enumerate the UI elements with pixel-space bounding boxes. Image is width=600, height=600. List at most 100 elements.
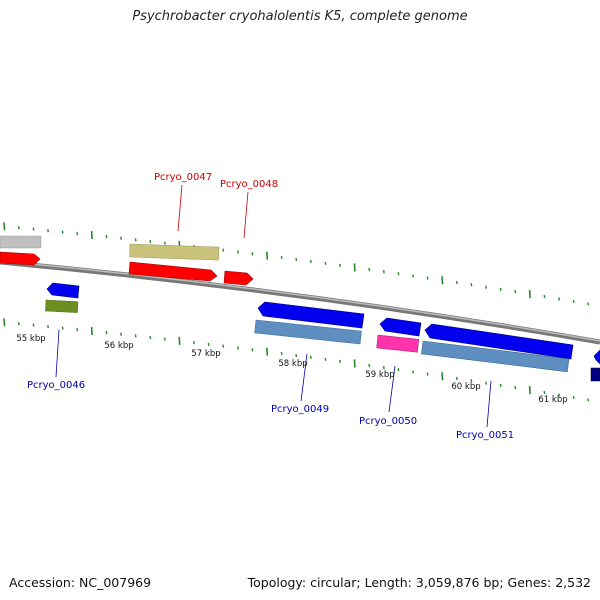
gene-label-pcryo-0047[interactable]: Pcryo_0047 [154, 172, 212, 183]
outer-tick [397, 272, 400, 276]
scale-label-60kbp: 60 kbp [451, 382, 480, 392]
inner-tick [163, 337, 166, 341]
inner-tick [3, 318, 6, 327]
outer-tick [339, 263, 341, 268]
outer-tick [485, 285, 487, 289]
scale-label-61kbp: 61 kbp [538, 395, 567, 405]
gene-label-pcryo-0050[interactable]: Pcryo_0050 [359, 416, 417, 427]
inner-tick [295, 353, 298, 358]
inner-tick [120, 332, 122, 336]
inner-tick [543, 390, 546, 395]
outer-tick [61, 230, 64, 234]
inner-tick [178, 336, 181, 345]
inner-tick [222, 344, 225, 348]
inner-tick [470, 379, 473, 383]
inner-tick [353, 359, 356, 368]
inner-tick [309, 355, 312, 360]
outer-tick [47, 228, 49, 233]
inner-tick [514, 386, 517, 390]
outer-tick [309, 259, 312, 264]
scale-label-55kbp: 55 kbp [16, 334, 45, 344]
gene-arrow-left-red[interactable] [0, 251, 41, 266]
inner-tick [280, 351, 283, 356]
leader-pcryo-0050 [388, 365, 396, 413]
inner-tick [149, 335, 152, 340]
inner-tick [368, 363, 371, 368]
outer-tick [236, 250, 239, 254]
leader-pcryo-0048 [243, 191, 249, 239]
inner-tick [572, 395, 575, 400]
inner-tick [528, 386, 531, 395]
outer-tick [382, 269, 385, 274]
inner-tick [207, 342, 210, 346]
outer-tick [3, 222, 6, 231]
inner-tick [76, 327, 79, 332]
gene-arrow-pcryo-0047[interactable] [128, 261, 218, 282]
inner-tick [485, 381, 487, 385]
feature-steel-bar-0049[interactable] [254, 319, 362, 345]
gene-arrow-pcryo-0051[interactable] [424, 323, 574, 360]
leader-pcryo-0046 [55, 329, 60, 378]
outer-tick [543, 294, 546, 299]
outer-tick [324, 261, 327, 266]
inner-tick [587, 398, 590, 402]
gene-arrow-pcryo-0046[interactable] [46, 282, 80, 299]
gene-label-pcryo-0049[interactable]: Pcryo_0049 [271, 404, 329, 415]
inner-tick [90, 327, 93, 336]
outer-tick [280, 255, 283, 260]
outer-tick [558, 297, 560, 301]
inner-tick [134, 334, 137, 338]
outer-tick [368, 267, 371, 272]
inner-tick [32, 323, 35, 327]
inner-tick [17, 322, 20, 326]
scale-label-58kbp: 58 kbp [278, 359, 307, 369]
inner-tick [339, 359, 341, 364]
gene-arrow-pcryo-0050[interactable] [379, 317, 422, 337]
scale-label-57kbp: 57 kbp [191, 349, 220, 359]
outer-tick [295, 257, 298, 262]
feature-khaki-bar[interactable] [129, 243, 220, 261]
outer-tick [514, 290, 517, 294]
inner-tick [266, 347, 269, 356]
outer-tick [76, 231, 79, 236]
inner-tick [499, 383, 502, 388]
feature-grey-bar[interactable] [0, 235, 42, 249]
inner-tick [455, 376, 458, 381]
gene-label-pcryo-0046[interactable]: Pcryo_0046 [27, 380, 85, 391]
gene-label-pcryo-0051[interactable]: Pcryo_0051 [456, 430, 514, 441]
outer-tick [455, 280, 458, 285]
leader-pcryo-0051 [486, 380, 492, 428]
outer-tick [266, 251, 269, 260]
feature-olive-bar[interactable] [45, 299, 79, 313]
outer-tick [441, 276, 444, 285]
inner-tick [61, 326, 64, 330]
leader-pcryo-0049 [300, 353, 308, 402]
inner-tick [236, 346, 239, 350]
inner-tick [193, 340, 195, 345]
feature-navy-bar[interactable] [590, 367, 600, 382]
outer-tick [470, 283, 473, 287]
feature-magenta-bar[interactable] [376, 334, 420, 353]
map-title: Psychrobacter cryohalolentis K5, complet… [132, 9, 468, 24]
outer-tick [90, 231, 93, 240]
outer-tick [134, 238, 137, 242]
gene-arrow-pcryo-0048[interactable] [223, 270, 254, 286]
outer-tick [120, 236, 122, 240]
gene-arrow-right-edge[interactable] [593, 349, 600, 365]
outer-tick [587, 302, 590, 306]
outer-tick [572, 299, 575, 304]
scale-ticks [3, 222, 590, 402]
outer-tick [32, 227, 35, 231]
inner-tick [441, 372, 444, 381]
inner-tick [412, 370, 414, 374]
inner-tick [426, 372, 429, 376]
inner-tick [558, 393, 560, 397]
gene-arrow-pcryo-0049[interactable] [257, 301, 365, 329]
gene-label-pcryo-0048[interactable]: Pcryo_0048 [220, 179, 278, 190]
genome-backbone [0, 259, 600, 345]
leader-pcryo-0047 [177, 184, 183, 232]
feature-steel-bar-0051[interactable] [421, 340, 570, 373]
accession-text: Accession: NC_007969 [9, 575, 152, 590]
outer-tick [353, 263, 356, 272]
